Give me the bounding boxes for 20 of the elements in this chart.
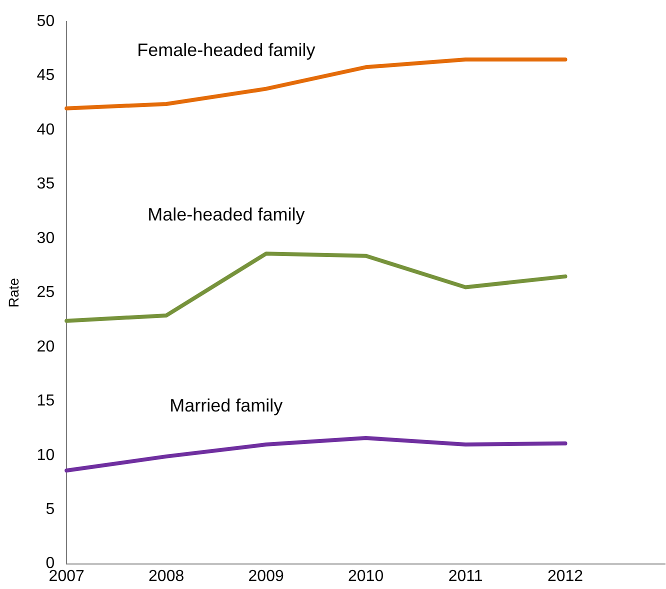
y-tick-label: 50 <box>36 13 55 30</box>
y-tick-label: 5 <box>46 500 55 518</box>
y-tick-label: 20 <box>36 338 55 356</box>
series-label: Male-headed family <box>148 204 305 225</box>
x-tick-label: 2008 <box>148 568 184 585</box>
y-tick-label: 35 <box>36 176 55 193</box>
x-tick-label: 2009 <box>248 568 284 585</box>
x-tick-label: 2010 <box>348 568 384 585</box>
x-tick-label: 2007 <box>48 568 84 585</box>
x-tick-label: 2012 <box>547 568 584 585</box>
y-tick-label: 25 <box>36 284 55 302</box>
series-label: Married family <box>170 395 283 416</box>
y-tick-label: 40 <box>36 121 55 138</box>
y-tick-label: 15 <box>36 392 55 410</box>
y-axis-title: Rate <box>5 278 22 308</box>
y-tick-label: 45 <box>36 67 55 84</box>
series-label: Female-headed family <box>137 40 316 60</box>
y-tick-label: 10 <box>36 446 55 464</box>
x-tick-label: 2011 <box>448 568 483 585</box>
y-tick-label: 30 <box>36 230 55 247</box>
